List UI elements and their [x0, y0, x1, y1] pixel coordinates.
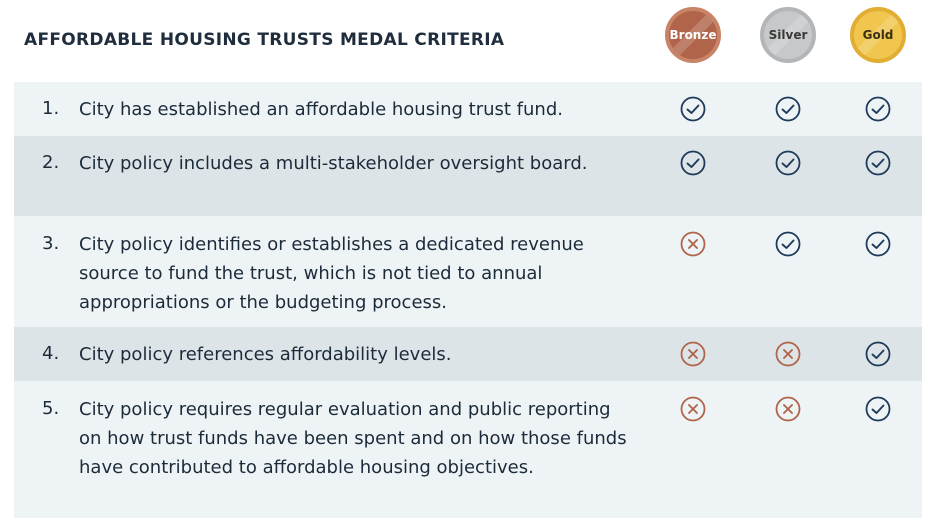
- table-row: 3. City policy identifies or establishes…: [14, 216, 922, 327]
- table-row: 2. City policy includes a multi-stakehol…: [14, 136, 922, 216]
- check-icon: [775, 96, 801, 122]
- row-text: City has established an affordable housi…: [79, 99, 563, 120]
- check-icon: [680, 150, 706, 176]
- table-row: 5. City policy requires regular evaluati…: [14, 381, 922, 518]
- row-text: City policy includes a multi-stakeholder…: [79, 153, 588, 174]
- cross-icon: [775, 341, 801, 367]
- row-number: 2.: [42, 152, 60, 173]
- cross-icon: [775, 396, 801, 422]
- row-number: 5.: [42, 398, 60, 419]
- silver-medal-icon: Silver: [760, 7, 816, 63]
- gold-medal-icon: Gold: [850, 7, 906, 63]
- header: AFFORDABLE HOUSING TRUSTS MEDAL CRITERIA…: [0, 0, 936, 82]
- cross-icon: [680, 396, 706, 422]
- check-icon: [775, 150, 801, 176]
- check-icon: [865, 150, 891, 176]
- row-number: 1.: [42, 98, 60, 119]
- row-text: City policy requires regular evaluation …: [79, 399, 627, 478]
- check-icon: [865, 396, 891, 422]
- row-text: City policy identifies or establishes a …: [79, 234, 584, 313]
- bronze-label: Bronze: [669, 28, 717, 42]
- gold-label: Gold: [862, 28, 894, 42]
- check-icon: [865, 96, 891, 122]
- check-icon: [680, 96, 706, 122]
- criteria-table: 1. City has established an affordable ho…: [14, 82, 922, 518]
- row-number: 4.: [42, 343, 60, 364]
- check-icon: [865, 231, 891, 257]
- table-row: 4. City policy references affordability …: [14, 327, 922, 381]
- row-number: 3.: [42, 233, 60, 254]
- check-icon: [865, 341, 891, 367]
- silver-label: Silver: [768, 28, 808, 42]
- page-title: AFFORDABLE HOUSING TRUSTS MEDAL CRITERIA: [24, 30, 505, 50]
- check-icon: [775, 231, 801, 257]
- cross-icon: [680, 231, 706, 257]
- row-text: City policy references affordability lev…: [79, 344, 452, 365]
- cross-icon: [680, 341, 706, 367]
- bronze-medal-icon: Bronze: [665, 7, 721, 63]
- table-row: 1. City has established an affordable ho…: [14, 82, 922, 136]
